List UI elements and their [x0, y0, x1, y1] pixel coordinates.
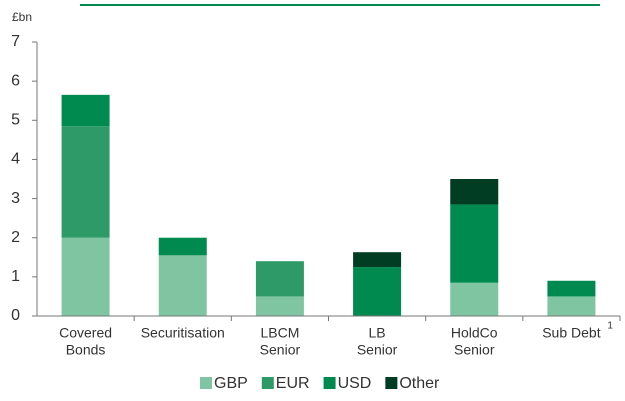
y-tick-label: 2	[11, 229, 20, 246]
bar-segment	[547, 280, 596, 297]
legend-label: GBP	[214, 375, 248, 392]
y-tick-label: 5	[11, 112, 20, 129]
x-tick-label: Sub Debt	[542, 325, 600, 341]
x-tick-label: HoldCo	[451, 325, 498, 341]
bar-segment	[255, 261, 304, 297]
y-tick-label: 0	[11, 307, 20, 324]
bar-segment	[353, 252, 402, 268]
legend-label: EUR	[276, 375, 310, 392]
y-tick-label: 3	[11, 190, 20, 207]
bar-segment	[353, 267, 402, 316]
y-tick-label: 6	[11, 72, 20, 89]
legend-swatch	[385, 377, 398, 389]
y-tick-label: 1	[11, 268, 20, 285]
x-tick-label: Covered	[59, 325, 112, 341]
bar-segment	[158, 237, 207, 256]
legend-label: Other	[399, 375, 440, 392]
bar-segment	[450, 179, 499, 205]
bar-segment	[61, 94, 110, 127]
bar-segment	[158, 255, 207, 316]
x-tick-label: Senior	[357, 342, 398, 358]
bar-segment	[450, 282, 499, 316]
footnote-mark: 1	[607, 321, 613, 332]
y-axis-label: £bn	[12, 10, 32, 24]
bar-segment	[450, 204, 499, 283]
y-tick-label: 7	[11, 33, 20, 50]
legend-swatch	[261, 377, 274, 389]
legend-label: USD	[338, 375, 372, 392]
legend-swatch	[200, 377, 212, 389]
legend-swatch	[323, 377, 336, 389]
x-tick-label: LBCM	[260, 325, 299, 341]
x-tick-label: Senior	[454, 342, 495, 358]
x-tick-label: LB	[369, 325, 386, 341]
y-tick-label: 4	[11, 151, 20, 168]
x-tick-label: Senior	[260, 342, 301, 358]
x-tick-label: Bonds	[66, 342, 106, 358]
bar-segment	[547, 296, 596, 316]
bar-segment	[61, 237, 110, 316]
bar-segment	[61, 126, 110, 238]
bar-segment	[255, 296, 304, 316]
x-tick-label: Securitisation	[141, 325, 225, 341]
